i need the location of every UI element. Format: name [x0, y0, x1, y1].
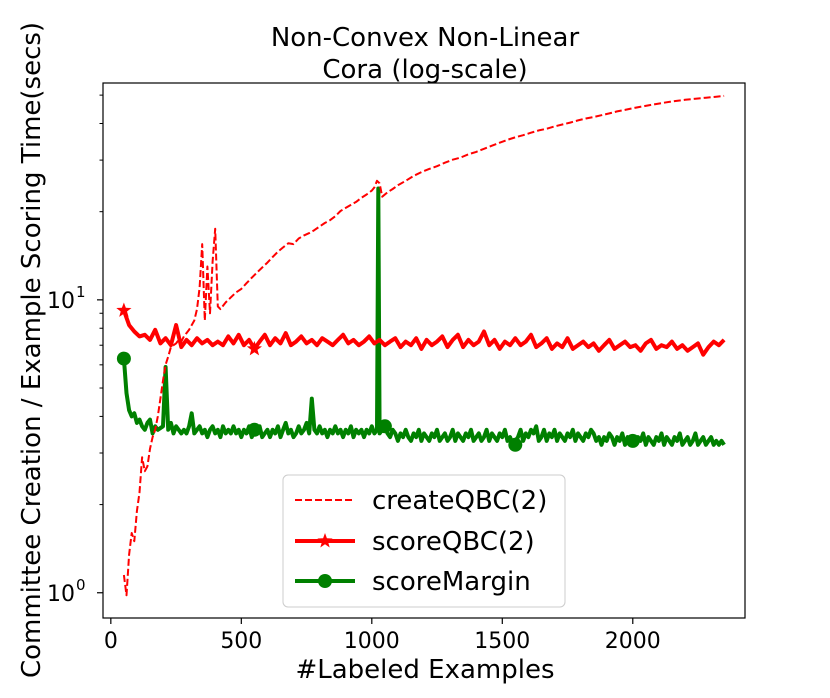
- x-tick-label-4: 2000: [605, 629, 661, 654]
- axes-frame: [102, 82, 746, 619]
- series-group: [116, 94, 726, 597]
- series-marker-scoreqbc-2-1: [246, 340, 262, 356]
- x-tick-label-2: 1000: [344, 629, 400, 654]
- series-line-scoreqbc-2: [122, 309, 726, 357]
- series-marker-scoremargin-3: [508, 437, 523, 452]
- chart-title: Non-Convex Non-Linear: [271, 23, 580, 53]
- legend-label-createqbc: createQBC(2): [372, 486, 547, 516]
- series-marker-scoremargin-1: [247, 422, 262, 437]
- series-line-createqbc-2: [122, 94, 725, 597]
- y-axis-label: Committee Creation / Example Scoring Tim…: [17, 22, 47, 678]
- series-line-scoremargin: [121, 186, 726, 447]
- series-marker-scoremargin-0: [116, 351, 131, 366]
- y-tick-label-1: 10: [47, 289, 75, 314]
- series-marker-scoreqbc-2-0: [116, 302, 132, 317]
- x-tick-label-3: 1500: [474, 629, 530, 654]
- x-tick-label-1: 500: [220, 629, 262, 654]
- x-axis-label: #Labeled Examples: [295, 655, 554, 685]
- legend-frame: [282, 474, 566, 608]
- legend-marker-scoremargin: [318, 574, 332, 588]
- legend-marker-scoreqbc: [317, 533, 333, 548]
- series-marker-scoremargin-2: [377, 419, 392, 434]
- legend-label-scoremargin: scoreMargin: [372, 567, 531, 597]
- legend-label-scoreqbc: scoreQBC(2): [372, 527, 535, 557]
- plot-area: [116, 94, 726, 597]
- series-marker-scoremargin-4: [625, 433, 640, 448]
- x-tick-label-0: 0: [104, 629, 118, 654]
- y-tick-label-0: 10: [47, 582, 75, 607]
- legend: createQBC(2) scoreQBC(2) scoreMargin: [282, 474, 566, 608]
- y-tick-exponent-1: 1: [76, 283, 86, 301]
- chart-subtitle: Cora (log-scale): [322, 55, 527, 85]
- y-tick-exponent-0: 0: [76, 576, 86, 594]
